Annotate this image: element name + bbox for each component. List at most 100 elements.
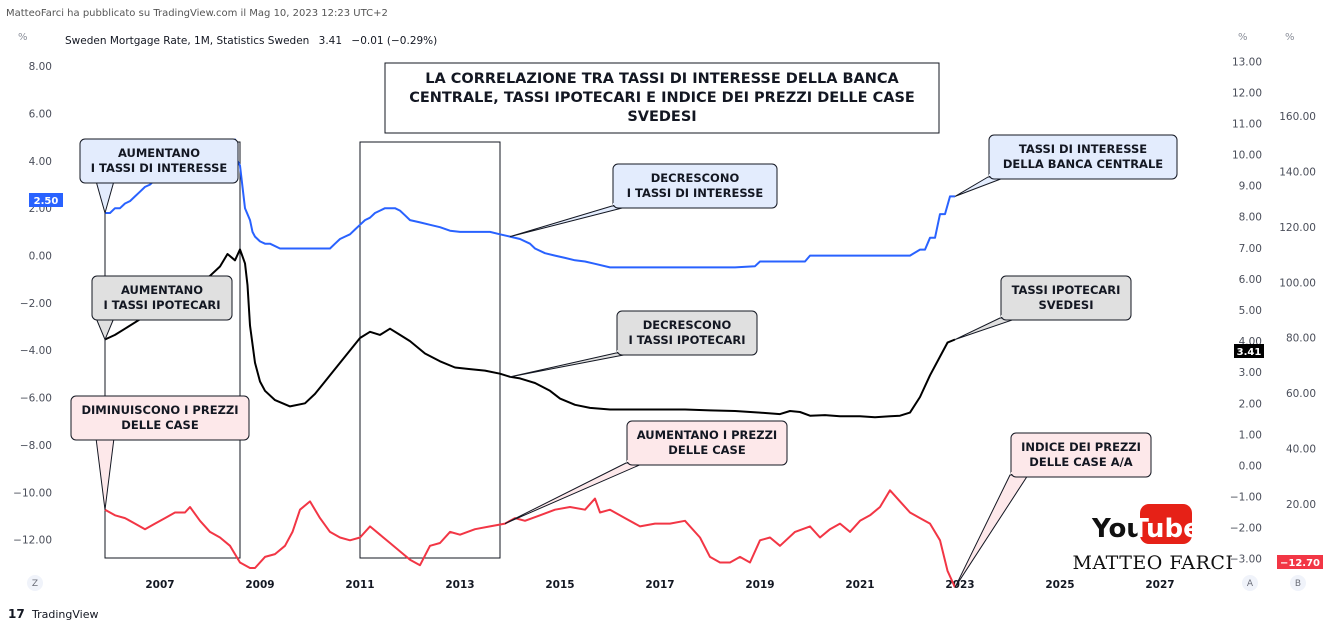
right-a-tick-label: 1.00 — [1239, 429, 1262, 441]
year-tick-label: 2009 — [245, 579, 274, 591]
series-line-3 — [104, 489, 956, 588]
annotation-seam — [627, 460, 643, 462]
left-tick-label: −2.00 — [20, 298, 52, 310]
tradingview-logo[interactable]: 𝟭𝟳 TradingView — [8, 607, 98, 621]
series-line-2 — [104, 248, 956, 419]
title-line-3: SVEDESI — [627, 109, 696, 125]
annotation-box — [616, 310, 758, 356]
right-b-tick-label: 160.00 — [1279, 111, 1316, 123]
annotation-seam — [97, 178, 113, 180]
left-axis-unit: % — [18, 32, 28, 43]
svg-text:Tube: Tube — [1131, 514, 1201, 544]
svg-text:A: A — [1247, 579, 1254, 589]
author-name: MATTEO FARCI — [1073, 552, 1234, 574]
right-axis-a: 13.00 12.00 11.00 10.00 9.00 8.00 7.00 6.00 5.00… — [1230, 56, 1262, 565]
annotation-text: AUMENTANO I PREZZI — [637, 428, 777, 442]
annotation-pointer — [509, 205, 631, 238]
annotation-pointer — [509, 352, 635, 378]
annotation-seam — [97, 315, 113, 317]
year-tick-label: 2019 — [745, 579, 774, 591]
year-tick-label: 2011 — [345, 579, 374, 591]
left-tick-label: 4.00 — [29, 156, 52, 168]
right-a-tick-label: −1.00 — [1230, 492, 1262, 504]
right-b-tick-label: 140.00 — [1279, 166, 1316, 178]
svg-text:B: B — [1295, 579, 1301, 589]
annotation-pointer — [95, 180, 115, 215]
year-tick-label: 2023 — [945, 579, 974, 591]
right-axis-b: 160.00 140.00 120.00 100.00 80.00 60.00 40.00 2… — [1279, 111, 1316, 567]
right-a-tick-label: 12.00 — [1232, 87, 1262, 99]
annotation-text: DELLE CASE A/A — [1029, 455, 1132, 469]
annotation-text: DECRESCONO — [651, 171, 740, 185]
annotation-seam — [617, 350, 633, 352]
annotation-text: INDICE DEI PREZZI — [1021, 440, 1141, 454]
year-tick-label: 2021 — [845, 579, 874, 591]
chart-title-box: LA CORRELAZIONE TRA TASSI DI INTERESSE D… — [384, 62, 940, 134]
right-b-tick-label: 80.00 — [1286, 333, 1316, 345]
right-a-tick-label: 10.00 — [1232, 150, 1262, 162]
annotation-box — [70, 395, 250, 441]
left-tick-label: 0.00 — [29, 251, 52, 263]
annotation-seam — [613, 203, 629, 205]
annotation-text: DIMINUISCONO I PREZZI — [81, 403, 238, 417]
annotation-box — [988, 134, 1178, 180]
annotation-seam — [1001, 315, 1017, 317]
year-tick-label: 2013 — [445, 579, 474, 591]
highlight-periods — [104, 141, 501, 559]
annotation-text: AUMENTANO — [118, 146, 200, 160]
annotation-box — [612, 163, 778, 209]
year-tick-label: 2027 — [1145, 579, 1174, 591]
right-a-tick-label: 13.00 — [1232, 56, 1262, 68]
left-tick-label: −10.00 — [13, 487, 52, 499]
annotation-pointer — [95, 437, 115, 510]
annotation-box — [1000, 275, 1132, 321]
right-a-tick-label: 5.00 — [1239, 305, 1262, 317]
right-axis-b-unit: % — [1285, 32, 1295, 43]
left-value-badge: 2.50 — [29, 193, 63, 207]
svg-text:−12.70: −12.70 — [1280, 558, 1320, 569]
annotation-pointer — [954, 474, 1029, 588]
right-a-tick-label: 6.00 — [1239, 274, 1262, 286]
right-a-tick-label: 2.00 — [1239, 398, 1262, 410]
right-b-tick-label: 40.00 — [1286, 444, 1316, 456]
legend-name: Sweden Mortgage Rate, 1M, Statistics Swe… — [65, 35, 309, 47]
annotation-seam — [1011, 472, 1027, 474]
right-a-value-badge: 3.41 — [1234, 344, 1264, 358]
annotation-text: TASSI IPOTECARI — [1012, 283, 1121, 297]
scale-button-z[interactable]: Z — [27, 575, 43, 591]
right-b-tick-label: 60.00 — [1286, 388, 1316, 400]
time-axis: 2007 2009 2011 2013 2015 2017 2019 2021 2023 2025… — [145, 579, 1174, 591]
left-axis: 8.006.004.002.000.00−2.00−4.00−6.00−8.00… — [13, 61, 52, 546]
annotation-text: I TASSI DI INTERESSE — [627, 186, 764, 200]
left-tick-label: −12.00 — [13, 535, 52, 547]
scale-button-b[interactable]: B — [1290, 575, 1306, 591]
left-tick-label: 6.00 — [29, 109, 52, 121]
annotation-text: I TASSI IPOTECARI — [628, 333, 745, 347]
annotation-box — [1010, 432, 1152, 478]
right-b-tick-label: 100.00 — [1279, 277, 1316, 289]
left-tick-label: 8.00 — [29, 61, 52, 73]
scale-button-a[interactable]: A — [1242, 575, 1258, 591]
right-a-tick-label: 9.00 — [1239, 181, 1262, 193]
right-b-tick-label: 120.00 — [1279, 222, 1316, 234]
tv-wordmark: TradingView — [31, 608, 98, 621]
series-legend[interactable]: Sweden Mortgage Rate, 1M, Statistics Swe… — [65, 35, 437, 47]
year-tick-label: 2025 — [1045, 579, 1074, 591]
annotation-seam — [989, 174, 1005, 176]
svg-text:You: You — [1091, 514, 1145, 544]
youtube-logo: You Tube — [1091, 504, 1201, 544]
annotation-seam — [97, 435, 113, 437]
annotation-text: I TASSI DI INTERESSE — [91, 161, 228, 175]
year-tick-label: 2015 — [545, 579, 574, 591]
title-line-1: LA CORRELAZIONE TRA TASSI DI INTERESSE D… — [425, 71, 899, 87]
left-tick-label: −4.00 — [20, 345, 52, 357]
annotation-box — [626, 420, 788, 466]
right-a-tick-label: −2.00 — [1230, 523, 1262, 535]
